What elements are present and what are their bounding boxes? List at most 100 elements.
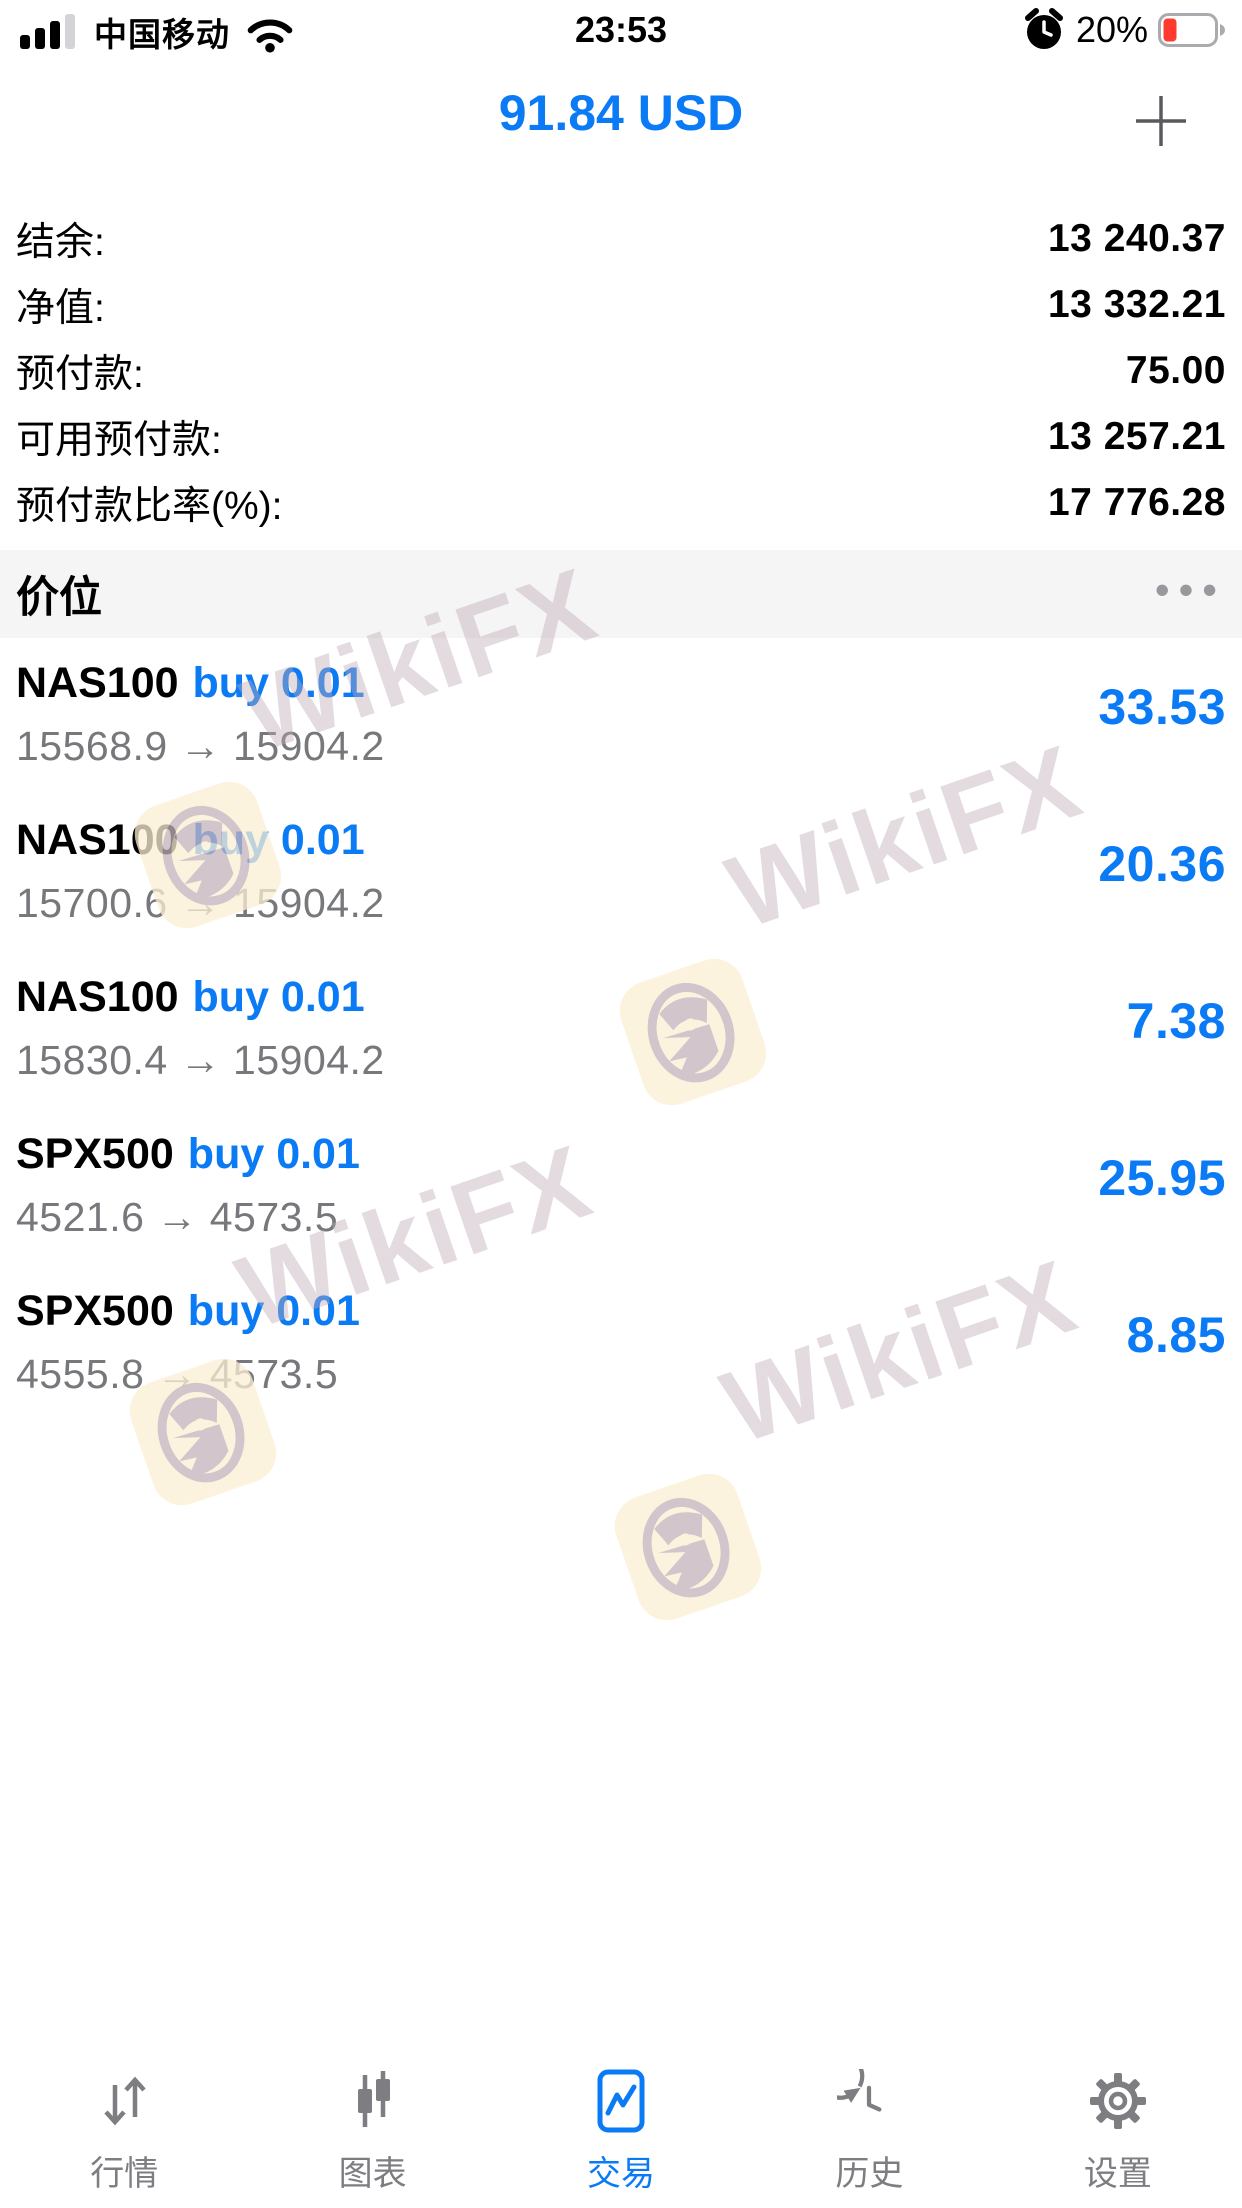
arrow-right-icon: → — [179, 722, 222, 769]
history-clock-icon — [837, 2068, 901, 2134]
carrier-name: 中国移动 — [94, 16, 230, 53]
summary-row-balance: 结余: 13 240.37 — [16, 206, 1226, 272]
section-title: 价位 — [16, 574, 102, 622]
more-options-icon[interactable]: ••• — [1154, 566, 1226, 613]
position-profit: 20.36 — [1098, 835, 1226, 892]
signal-bars-icon — [20, 14, 75, 49]
settings-gear-icon — [1086, 2068, 1150, 2134]
position-row[interactable]: SPX500 buy 0.01 4555.8 → 4573.5 8.85 — [0, 1266, 1242, 1423]
plus-icon[interactable] — [1132, 92, 1190, 150]
position-profit: 7.38 — [1126, 992, 1226, 1049]
summary-row-margin: 预付款: 75.00 — [16, 338, 1226, 404]
arrow-right-icon: → — [179, 879, 222, 926]
summary-label: 可用预付款: — [16, 419, 222, 462]
position-symbol: NAS100 — [16, 816, 179, 865]
header: 91.84 USD — [0, 56, 1242, 172]
position-side-volume: buy 0.01 — [192, 659, 365, 708]
status-left-cluster: 中国移动 — [20, 8, 298, 56]
summary-value: 13 257.21 — [1047, 415, 1226, 458]
tab-settings[interactable]: 设置 — [994, 2056, 1242, 2208]
current-price: 15904.2 — [233, 722, 385, 769]
position-info: NAS100 buy 0.01 15700.6 → 15904.2 — [16, 817, 385, 925]
account-total-title: 91.84 USD — [498, 85, 744, 141]
position-side-volume: buy 0.01 — [192, 973, 365, 1022]
tab-trade[interactable]: 交易 — [497, 2056, 745, 2208]
arrow-right-icon: → — [156, 1193, 198, 1240]
open-price: 15700.6 — [16, 879, 168, 926]
summary-label: 预付款: — [16, 353, 144, 396]
position-row[interactable]: NAS100 buy 0.01 15700.6 → 15904.2 20.36 — [0, 795, 1242, 952]
tab-quotes[interactable]: 行情 — [0, 2056, 248, 2208]
summary-label: 预付款比率(%): — [16, 485, 283, 528]
summary-row-margin-level: 预付款比率(%): 17 776.28 — [16, 470, 1226, 536]
position-row[interactable]: SPX500 buy 0.01 4521.6 → 4573.5 25.95 — [0, 1109, 1242, 1266]
position-profit: 33.53 — [1098, 678, 1226, 735]
arrows-up-down-icon — [92, 2068, 156, 2134]
position-title: SPX500 buy 0.01 — [16, 1288, 360, 1335]
positions-list: NAS100 buy 0.01 15568.9 → 15904.2 33.53 N… — [0, 638, 1242, 1423]
positions-section-header: 价位 ••• — [0, 550, 1242, 638]
account-summary: 结余: 13 240.37 净值: 13 332.21 预付款: 75.00 可… — [0, 172, 1242, 536]
wikifx-eagle-logo-icon — [614, 1473, 762, 1621]
summary-label: 结余: — [16, 221, 105, 264]
position-prices: 15830.4 → 15904.2 — [16, 1036, 385, 1083]
tab-label: 历史 — [835, 2155, 904, 2193]
status-right-cluster: 20% — [1022, 8, 1226, 52]
arrow-right-icon: → — [179, 1036, 222, 1083]
tab-bar: 行情 图表 交易 历史 — [0, 2056, 1242, 2208]
open-price: 4521.6 — [16, 1193, 145, 1240]
summary-value: 13 240.37 — [1047, 217, 1226, 260]
current-price: 15904.2 — [233, 1036, 385, 1083]
open-price: 15830.4 — [16, 1036, 168, 1083]
position-symbol: NAS100 — [16, 973, 179, 1022]
position-info: NAS100 buy 0.01 15568.9 → 15904.2 — [16, 660, 385, 768]
position-prices: 15568.9 → 15904.2 — [16, 722, 385, 769]
summary-row-equity: 净值: 13 332.21 — [16, 272, 1226, 338]
summary-value: 13 332.21 — [1047, 283, 1226, 326]
status-bar: 中国移动 23:53 20% — [0, 0, 1242, 56]
tab-label: 图表 — [338, 2155, 407, 2193]
position-side-volume: buy 0.01 — [192, 816, 365, 865]
tab-label: 交易 — [587, 2155, 656, 2193]
position-info: SPX500 buy 0.01 4555.8 → 4573.5 — [16, 1288, 360, 1396]
tab-history[interactable]: 历史 — [745, 2056, 993, 2208]
position-title: NAS100 buy 0.01 — [16, 660, 385, 707]
position-side-volume: buy 0.01 — [187, 1130, 360, 1179]
position-prices: 15700.6 → 15904.2 — [16, 879, 385, 926]
alarm-clock-icon — [1024, 8, 1063, 49]
candlestick-chart-icon — [341, 2068, 405, 2134]
position-symbol: SPX500 — [16, 1287, 174, 1336]
position-title: NAS100 buy 0.01 — [16, 817, 385, 864]
open-price: 15568.9 — [16, 722, 168, 769]
trade-screen-icon — [589, 2068, 653, 2134]
position-title: NAS100 buy 0.01 — [16, 974, 385, 1021]
battery-icon — [1158, 13, 1225, 47]
current-price: 4573.5 — [209, 1193, 339, 1240]
position-profit: 25.95 — [1098, 1149, 1226, 1206]
status-time: 23:53 — [574, 9, 668, 50]
position-info: SPX500 buy 0.01 4521.6 → 4573.5 — [16, 1131, 360, 1239]
open-price: 4555.8 — [16, 1350, 145, 1397]
summary-row-free-margin: 可用预付款: 13 257.21 — [16, 404, 1226, 470]
position-prices: 4521.6 → 4573.5 — [16, 1193, 360, 1240]
tab-charts[interactable]: 图表 — [248, 2056, 496, 2208]
summary-label: 净值: — [16, 287, 105, 330]
arrow-right-icon: → — [156, 1350, 198, 1397]
tab-label: 设置 — [1083, 2155, 1152, 2193]
position-prices: 4555.8 → 4573.5 — [16, 1350, 360, 1397]
summary-value: 75.00 — [1125, 349, 1226, 392]
position-symbol: SPX500 — [16, 1130, 174, 1179]
wifi-icon — [247, 19, 293, 53]
summary-value: 17 776.28 — [1047, 481, 1226, 524]
position-symbol: NAS100 — [16, 659, 179, 708]
battery-percent-label: 20% — [1075, 9, 1148, 50]
tab-label: 行情 — [90, 2155, 159, 2193]
position-side-volume: buy 0.01 — [187, 1287, 360, 1336]
current-price: 15904.2 — [233, 879, 385, 926]
position-info: NAS100 buy 0.01 15830.4 → 15904.2 — [16, 974, 385, 1082]
position-profit: 8.85 — [1126, 1306, 1226, 1363]
position-title: SPX500 buy 0.01 — [16, 1131, 360, 1178]
position-row[interactable]: NAS100 buy 0.01 15830.4 → 15904.2 7.38 — [0, 952, 1242, 1109]
current-price: 4573.5 — [209, 1350, 339, 1397]
position-row[interactable]: NAS100 buy 0.01 15568.9 → 15904.2 33.53 — [0, 638, 1242, 795]
